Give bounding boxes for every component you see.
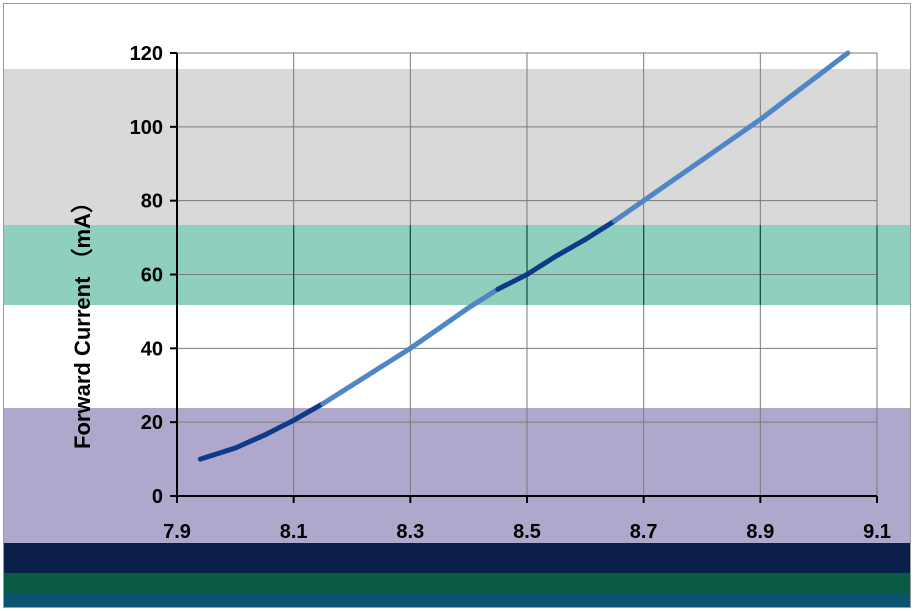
series-segment [407, 325, 442, 351]
y-tick-label: 60 [141, 265, 163, 287]
series-segment [728, 116, 763, 143]
series-segment [437, 305, 472, 331]
chart-frame [3, 3, 911, 608]
series-segment [816, 50, 851, 78]
y-tick-label: 0 [152, 486, 163, 508]
band-navy [3, 543, 911, 573]
series-segment [699, 137, 734, 163]
y-axis-title: Forward Current （mA） [70, 191, 95, 449]
series-segment [495, 272, 530, 292]
band-purple [3, 408, 911, 543]
x-tick-label: 8.3 [396, 521, 424, 543]
tick-labels: 7.9 8.1 8.3 8.5 8.7 8.9 9.1 0 20 40 60 80 100 120 [130, 43, 891, 543]
y-tick-label: 100 [130, 117, 163, 139]
series-segment [787, 72, 822, 100]
band-petrol [3, 593, 911, 608]
series-segment [232, 432, 267, 451]
series-segment [612, 198, 647, 224]
band-top [3, 69, 911, 230]
band-teal [3, 225, 911, 305]
series-segment [197, 445, 238, 462]
x-tick-label: 8.1 [280, 521, 308, 543]
y-tick-label: 80 [141, 191, 163, 213]
series-segment [670, 157, 705, 183]
x-tick-label: 7.9 [163, 521, 191, 543]
series-segment [291, 401, 326, 423]
band-green [3, 573, 911, 593]
series-segment [378, 345, 413, 370]
series-segment [582, 218, 617, 242]
y-tick-label: 20 [141, 412, 163, 434]
x-tick-label: 8.9 [746, 521, 774, 543]
series-segment [262, 417, 297, 438]
x-tick-label: 8.7 [630, 521, 658, 543]
series-segment [757, 94, 792, 122]
series-segment [524, 253, 559, 277]
y-tick-label: 120 [130, 43, 163, 65]
y-tick-label: 40 [141, 338, 163, 360]
axes [170, 52, 878, 503]
series-segment [466, 286, 501, 311]
x-tick-label: 8.5 [513, 521, 541, 543]
series-group [197, 50, 851, 462]
series-segment [641, 177, 676, 204]
series-segment [320, 382, 355, 407]
series-segment [553, 236, 588, 259]
series-segment [349, 364, 384, 388]
x-tick-label: 9.1 [863, 521, 891, 543]
